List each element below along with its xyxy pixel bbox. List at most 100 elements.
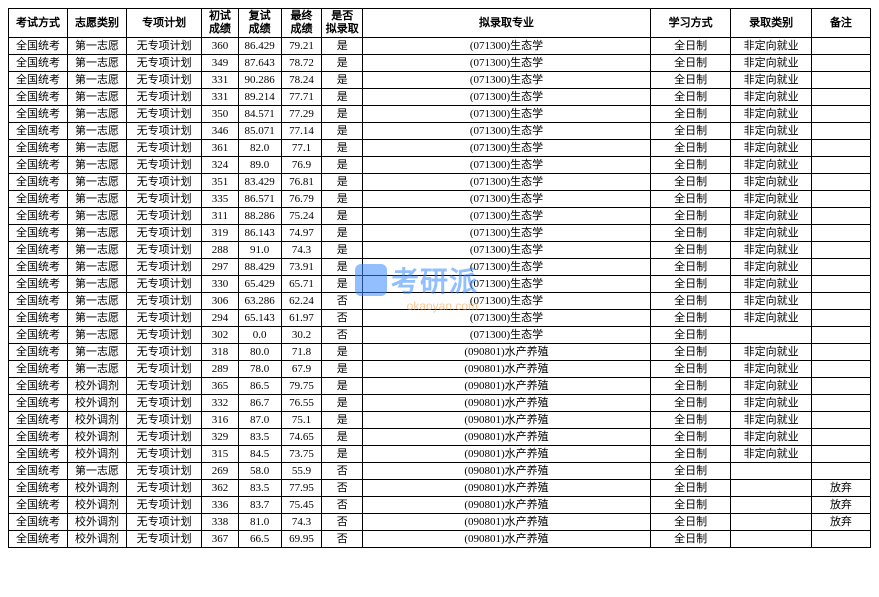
cell: 是 (322, 55, 363, 72)
cell: 324 (202, 157, 238, 174)
cell: (090801)水产养殖 (363, 344, 651, 361)
cell (811, 531, 870, 548)
table-row: 全国统考第一志愿无专项计划33065.42965.71是(071300)生态学全… (9, 276, 871, 293)
cell: 放弃 (811, 514, 870, 531)
cell: 否 (322, 327, 363, 344)
cell: 全日制 (650, 38, 731, 55)
cell (811, 463, 870, 480)
cell: 是 (322, 276, 363, 293)
cell: (071300)生态学 (363, 140, 651, 157)
cell (731, 531, 812, 548)
cell: 否 (322, 514, 363, 531)
cell: 346 (202, 123, 238, 140)
cell: 无专项计划 (127, 463, 202, 480)
cell: 是 (322, 208, 363, 225)
col-header: 考试方式 (9, 9, 68, 38)
cell: 校外调剂 (68, 412, 127, 429)
cell: 第一志愿 (68, 191, 127, 208)
table-row: 全国统考第一志愿无专项计划30663.28662.24否(071300)生态学全… (9, 293, 871, 310)
cell: 否 (322, 310, 363, 327)
cell: 361 (202, 140, 238, 157)
col-header: 录取类别 (731, 9, 812, 38)
cell: 30.2 (281, 327, 322, 344)
cell (811, 89, 870, 106)
cell: 86.571 (238, 191, 281, 208)
cell: 67.9 (281, 361, 322, 378)
cell: 63.286 (238, 293, 281, 310)
col-header: 初试成绩 (202, 9, 238, 38)
cell: 全日制 (650, 276, 731, 293)
cell: 全日制 (650, 531, 731, 548)
cell (811, 225, 870, 242)
cell: 74.65 (281, 429, 322, 446)
cell: 第一志愿 (68, 140, 127, 157)
cell: 全日制 (650, 429, 731, 446)
cell: 78.0 (238, 361, 281, 378)
cell: (090801)水产养殖 (363, 531, 651, 548)
cell: 否 (322, 480, 363, 497)
cell: (071300)生态学 (363, 55, 651, 72)
cell: 77.71 (281, 89, 322, 106)
cell: 288 (202, 242, 238, 259)
cell: 85.071 (238, 123, 281, 140)
table-row: 全国统考校外调剂无专项计划36586.579.75是(090801)水产养殖全日… (9, 378, 871, 395)
cell: 62.24 (281, 293, 322, 310)
table-row: 全国统考第一志愿无专项计划31986.14374.97是(071300)生态学全… (9, 225, 871, 242)
cell: (090801)水产养殖 (363, 497, 651, 514)
cell: 全国统考 (9, 497, 68, 514)
cell: 否 (322, 293, 363, 310)
cell: (090801)水产养殖 (363, 429, 651, 446)
cell: 86.143 (238, 225, 281, 242)
cell (731, 463, 812, 480)
cell: 非定向就业 (731, 446, 812, 463)
col-header: 志愿类别 (68, 9, 127, 38)
cell (811, 327, 870, 344)
cell: (090801)水产养殖 (363, 378, 651, 395)
table-row: 全国统考校外调剂无专项计划32983.574.65是(090801)水产养殖全日… (9, 429, 871, 446)
cell (811, 361, 870, 378)
cell: 非定向就业 (731, 293, 812, 310)
cell: (090801)水产养殖 (363, 480, 651, 497)
cell: 69.95 (281, 531, 322, 548)
cell: 全国统考 (9, 276, 68, 293)
cell: 全国统考 (9, 378, 68, 395)
table-row: 全国统考第一志愿无专项计划34987.64378.72是(071300)生态学全… (9, 55, 871, 72)
table-row: 全国统考校外调剂无专项计划31584.573.75是(090801)水产养殖全日… (9, 446, 871, 463)
cell: 是 (322, 140, 363, 157)
cell: 是 (322, 157, 363, 174)
cell: 87.0 (238, 412, 281, 429)
cell (731, 327, 812, 344)
cell: 75.24 (281, 208, 322, 225)
cell: 无专项计划 (127, 55, 202, 72)
cell: 第一志愿 (68, 344, 127, 361)
cell: 311 (202, 208, 238, 225)
cell (811, 276, 870, 293)
cell: 82.0 (238, 140, 281, 157)
cell: 335 (202, 191, 238, 208)
cell: 86.429 (238, 38, 281, 55)
cell: 是 (322, 174, 363, 191)
cell: 校外调剂 (68, 378, 127, 395)
cell: 全日制 (650, 310, 731, 327)
table-row: 全国统考第一志愿无专项计划29788.42973.91是(071300)生态学全… (9, 259, 871, 276)
table-row: 全国统考校外调剂无专项计划36766.569.95否(090801)水产养殖全日… (9, 531, 871, 548)
cell: 全日制 (650, 174, 731, 191)
col-header: 拟录取专业 (363, 9, 651, 38)
cell: 无专项计划 (127, 140, 202, 157)
table-row: 全国统考校外调剂无专项计划31687.075.1是(090801)水产养殖全日制… (9, 412, 871, 429)
cell: 76.81 (281, 174, 322, 191)
cell: 全国统考 (9, 327, 68, 344)
cell: 89.214 (238, 89, 281, 106)
cell: 是 (322, 361, 363, 378)
cell: 全国统考 (9, 361, 68, 378)
cell: 第一志愿 (68, 72, 127, 89)
cell: 校外调剂 (68, 480, 127, 497)
cell: 75.45 (281, 497, 322, 514)
cell: 全国统考 (9, 463, 68, 480)
cell: 78.72 (281, 55, 322, 72)
cell: 360 (202, 38, 238, 55)
cell: 全国统考 (9, 429, 68, 446)
cell: 全国统考 (9, 123, 68, 140)
cell: 非定向就业 (731, 191, 812, 208)
cell: 302 (202, 327, 238, 344)
